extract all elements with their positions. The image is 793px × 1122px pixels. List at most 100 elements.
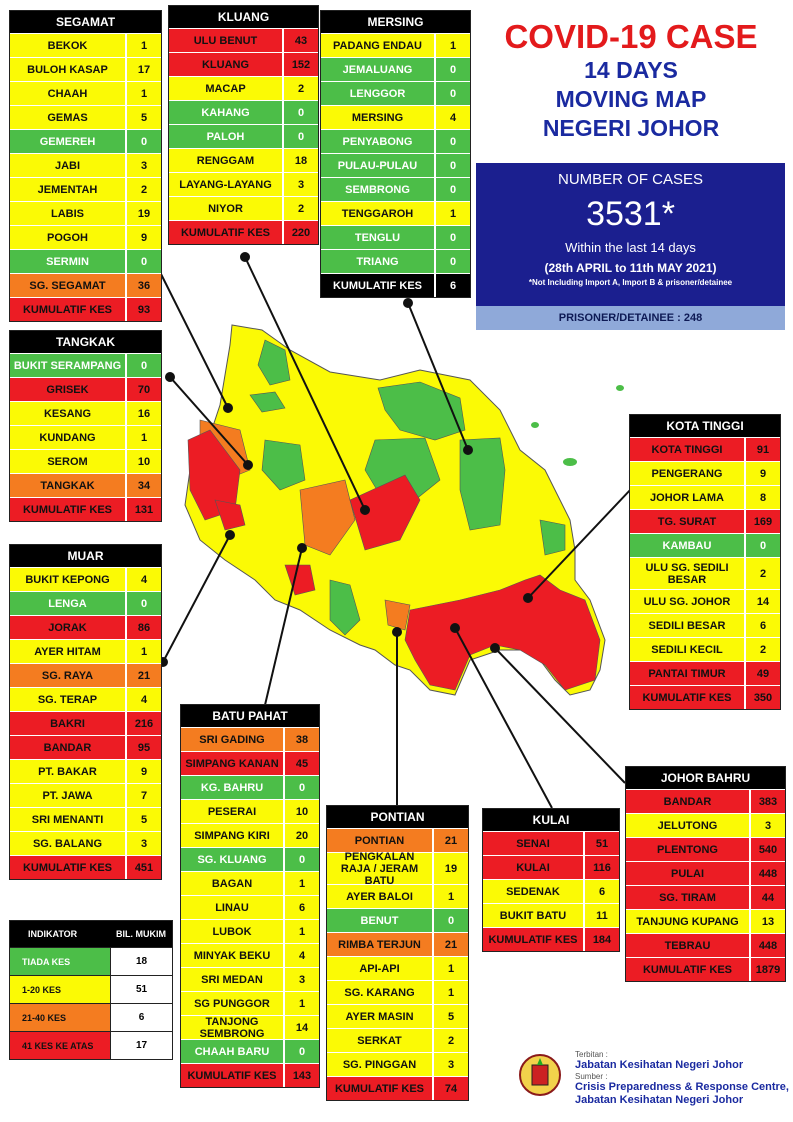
mukim-row: GEMAS 5 xyxy=(10,105,161,129)
mukim-case-count: 5 xyxy=(140,111,148,124)
mukim-case-count: 18 xyxy=(294,154,308,167)
mukim-case-count: 1 xyxy=(140,645,148,658)
mukim-row: PT. JAWA 7 xyxy=(10,783,161,807)
mukim-name: BAGAN xyxy=(181,872,285,895)
mukim-row: PADANG ENDAU 1 xyxy=(321,33,470,57)
mukim-case-count: 220 xyxy=(291,226,311,239)
district-title: SEGAMAT xyxy=(10,11,161,33)
mukim-name: GEMEREH xyxy=(10,130,127,153)
map-region-green xyxy=(329,579,361,636)
mukim-row: MACAP 2 xyxy=(169,76,318,100)
mukim-name: KUMULATIF KES xyxy=(181,1064,285,1087)
mukim-case-count: 0 xyxy=(449,87,457,100)
legend-count: 18 xyxy=(110,948,172,975)
mukim-name: TENGGAROH xyxy=(321,202,436,225)
mukim-case-count: 448 xyxy=(758,867,778,880)
mukim-row: SERMIN 0 xyxy=(10,249,161,273)
mukim-name: GEMAS xyxy=(10,106,127,129)
mukim-name: LAYANG-LAYANG xyxy=(169,173,284,196)
mukim-name: PENGERANG xyxy=(630,462,746,485)
mukim-name: LABIS xyxy=(10,202,127,225)
district-total-row: KUMULATIF KES 1879 xyxy=(626,957,785,981)
mukim-case-count: 21 xyxy=(444,938,458,951)
mukim-row: KULAI 116 xyxy=(483,855,619,879)
subtitle-days: 14 DAYS xyxy=(584,57,678,83)
mukim-name: KG. BAHRU xyxy=(181,776,285,799)
mukim-case-count: 3 xyxy=(298,973,306,986)
map-island xyxy=(531,422,539,428)
mukim-case-count: 3 xyxy=(140,159,148,172)
mukim-row: KAMBAU 0 xyxy=(630,533,780,557)
mukim-row: MERSING 4 xyxy=(321,105,470,129)
mukim-name: TEBRAU xyxy=(626,934,751,957)
mukim-name: KUNDANG xyxy=(10,426,127,449)
mukim-case-count: 2 xyxy=(140,183,148,196)
mukim-row: API-API 1 xyxy=(327,956,468,980)
mukim-row: TENGLU 0 xyxy=(321,225,470,249)
mukim-row: BENUT 0 xyxy=(327,908,468,932)
mukim-case-count: 169 xyxy=(753,515,773,528)
panel-segamat: SEGAMAT BEKOK 1 BULOH KASAP 17 CHAAH 1 GEMAS 5 GE… xyxy=(9,10,162,322)
mukim-case-count: 1 xyxy=(449,207,457,220)
mukim-case-count: 49 xyxy=(756,667,770,680)
source-line-2: Jabatan Kesihatan Negeri Johor xyxy=(575,1094,744,1106)
mukim-row: LABIS 19 xyxy=(10,201,161,225)
mukim-name: LINAU xyxy=(181,896,285,919)
mukim-name: SG. TERAP xyxy=(10,688,127,711)
mukim-row: TANJUNG KUPANG 13 xyxy=(626,909,785,933)
mukim-row: KOTA TINGGI 91 xyxy=(630,437,780,461)
mukim-case-count: 10 xyxy=(137,455,151,468)
legend-row: 41 KES KE ATAS 17 xyxy=(10,1031,172,1059)
mukim-name: SG. RAYA xyxy=(10,664,127,687)
mukim-name: KUMULATIF KES xyxy=(169,221,284,244)
mukim-name: JEMALUANG xyxy=(321,58,436,81)
mukim-name: KULAI xyxy=(483,856,585,879)
mukim-row: RIMBA TERJUN 21 xyxy=(327,932,468,956)
mukim-row: SRI MENANTI 5 xyxy=(10,807,161,831)
mukim-name: SIMPANG KANAN xyxy=(181,752,285,775)
mukim-case-count: 36 xyxy=(137,279,151,292)
mukim-case-count: 3 xyxy=(764,819,772,832)
mukim-case-count: 6 xyxy=(449,279,457,292)
district-total-row: KUMULATIF KES 350 xyxy=(630,685,780,709)
mukim-case-count: 3 xyxy=(297,178,305,191)
mukim-name: TANJUNG KUPANG xyxy=(626,910,751,933)
mukim-case-count: 5 xyxy=(140,813,148,826)
mukim-case-count: 0 xyxy=(449,255,457,268)
mukim-name: JEMENTAH xyxy=(10,178,127,201)
mukim-name: BANDAR xyxy=(10,736,127,759)
mukim-case-count: 350 xyxy=(753,691,773,704)
mukim-case-count: 9 xyxy=(140,231,148,244)
mukim-name: SG. BALANG xyxy=(10,832,127,855)
mukim-row: LAYANG-LAYANG 3 xyxy=(169,172,318,196)
district-total-row: KUMULATIF KES 451 xyxy=(10,855,161,879)
prisoner-count: PRISONER/DETAINEE : 248 xyxy=(476,306,785,330)
district-title: JOHOR BAHRU xyxy=(626,767,785,789)
map-region-green xyxy=(377,381,466,441)
mukim-name: PLENTONG xyxy=(626,838,751,861)
district-title: KLUANG xyxy=(169,6,318,28)
mukim-case-count: 0 xyxy=(298,853,306,866)
mukim-name: LENGA xyxy=(10,592,127,615)
mukim-case-count: 6 xyxy=(298,901,306,914)
mukim-case-count: 2 xyxy=(447,1034,455,1047)
mukim-name: API-API xyxy=(327,957,434,980)
mukim-case-count: 95 xyxy=(137,741,151,754)
mukim-case-count: 0 xyxy=(297,106,305,119)
mukim-row: PT. BAKAR 9 xyxy=(10,759,161,783)
legend-count: 6 xyxy=(110,1004,172,1031)
mukim-row: PESERAI 10 xyxy=(181,799,319,823)
mukim-row: GRISEK 70 xyxy=(10,377,161,401)
mukim-name: PENYABONG xyxy=(321,130,436,153)
mukim-row: PALOH 0 xyxy=(169,124,318,148)
mukim-case-count: 0 xyxy=(449,63,457,76)
mukim-case-count: 70 xyxy=(137,383,151,396)
mukim-row: PANTAI TIMUR 49 xyxy=(630,661,780,685)
mukim-case-count: 3 xyxy=(140,837,148,850)
mukim-name: BENUT xyxy=(327,909,434,932)
mukim-row: PULAU-PULAU 0 xyxy=(321,153,470,177)
mukim-row: SIMPANG KIRI 20 xyxy=(181,823,319,847)
mukim-name: SG. TIRAM xyxy=(626,886,751,909)
mukim-row: GEMEREH 0 xyxy=(10,129,161,153)
mukim-name: PALOH xyxy=(169,125,284,148)
